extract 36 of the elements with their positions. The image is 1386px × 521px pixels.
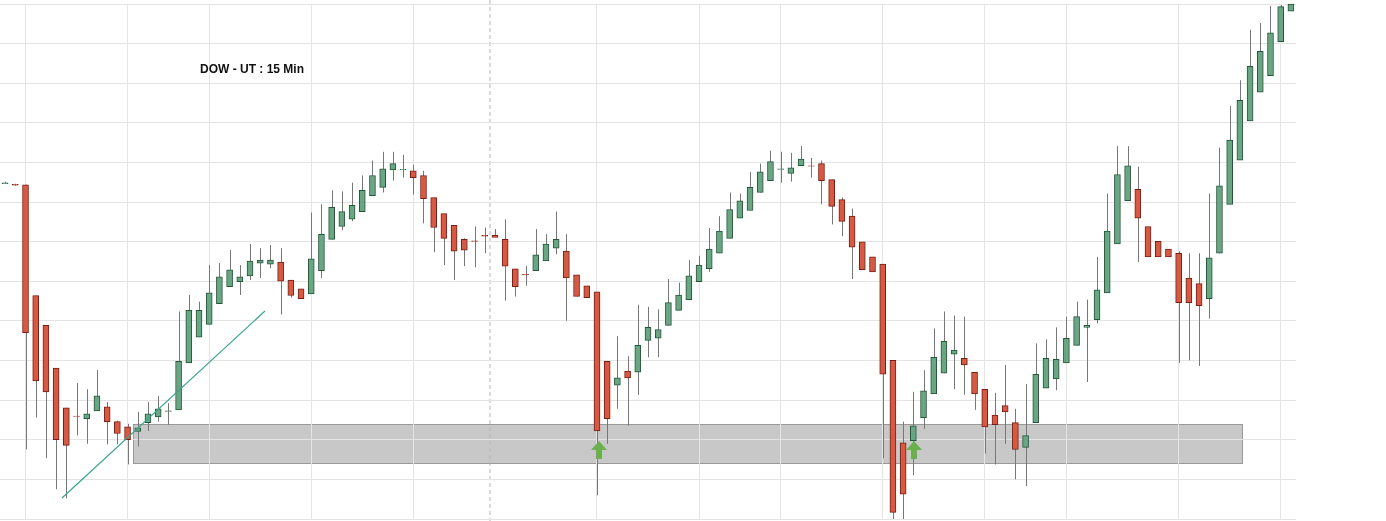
candlestick <box>767 150 774 182</box>
text: DOW - UT : 15 Min <box>200 62 304 76</box>
candlestick <box>532 228 540 272</box>
candlestick <box>787 152 795 183</box>
candlestick <box>654 308 662 358</box>
candlestick <box>277 247 284 316</box>
candlestick <box>971 371 978 411</box>
candlestick <box>675 282 682 311</box>
candlestick <box>460 237 468 267</box>
candlestick <box>736 193 744 219</box>
candlestick <box>83 388 91 445</box>
candlestick <box>522 265 529 287</box>
candlestick <box>124 423 131 465</box>
candlestick <box>369 160 376 197</box>
candlestick <box>236 264 244 296</box>
candlestick <box>1052 326 1060 391</box>
candlestick <box>420 170 427 224</box>
candlestick <box>358 175 366 213</box>
candlestick <box>481 227 489 254</box>
candlestick <box>409 164 417 196</box>
candlestick <box>716 215 723 254</box>
candlestick <box>226 249 233 288</box>
candlestick <box>909 391 917 476</box>
candlestick <box>756 163 764 193</box>
candlestick <box>818 160 825 205</box>
candlestick <box>705 227 713 273</box>
candlestick <box>512 268 519 298</box>
candlestick <box>1063 316 1070 364</box>
candlestick <box>961 316 968 396</box>
candlestick <box>614 335 621 410</box>
candlestick <box>624 355 631 427</box>
candlestick <box>950 315 958 390</box>
candlestick <box>685 259 693 301</box>
candlestick <box>379 151 387 193</box>
candlestick <box>1083 299 1091 383</box>
candlestick <box>399 154 407 179</box>
